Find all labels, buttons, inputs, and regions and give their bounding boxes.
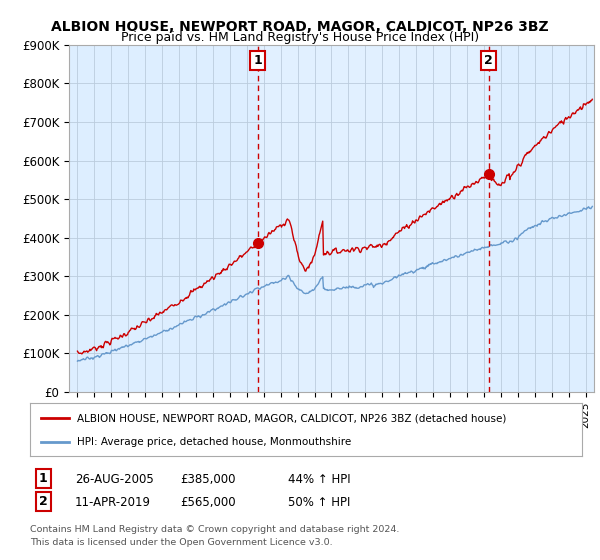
Text: HPI: Average price, detached house, Monmouthshire: HPI: Average price, detached house, Monm…	[77, 436, 351, 446]
Text: Contains HM Land Registry data © Crown copyright and database right 2024.: Contains HM Land Registry data © Crown c…	[30, 525, 400, 534]
Text: 2: 2	[484, 54, 493, 67]
Bar	[258, 45, 488, 392]
Text: ALBION HOUSE, NEWPORT ROAD, MAGOR, CALDICOT, NP26 3BZ (detached house): ALBION HOUSE, NEWPORT ROAD, MAGOR, CALDI…	[77, 413, 506, 423]
Text: This data is licensed under the Open Government Licence v3.0.: This data is licensed under the Open Gov…	[30, 538, 332, 547]
Text: 26-AUG-2005: 26-AUG-2005	[75, 473, 154, 486]
Text: £565,000: £565,000	[180, 496, 236, 508]
Text: 44% ↑ HPI: 44% ↑ HPI	[288, 473, 350, 486]
Text: 1: 1	[39, 472, 47, 486]
Text: Price paid vs. HM Land Registry's House Price Index (HPI): Price paid vs. HM Land Registry's House …	[121, 31, 479, 44]
Text: 1: 1	[253, 54, 262, 67]
Text: 50% ↑ HPI: 50% ↑ HPI	[288, 496, 350, 508]
Text: £385,000: £385,000	[180, 473, 235, 486]
Text: 11-APR-2019: 11-APR-2019	[75, 496, 151, 508]
Text: ALBION HOUSE, NEWPORT ROAD, MAGOR, CALDICOT, NP26 3BZ: ALBION HOUSE, NEWPORT ROAD, MAGOR, CALDI…	[51, 20, 549, 34]
Text: 2: 2	[39, 494, 47, 508]
